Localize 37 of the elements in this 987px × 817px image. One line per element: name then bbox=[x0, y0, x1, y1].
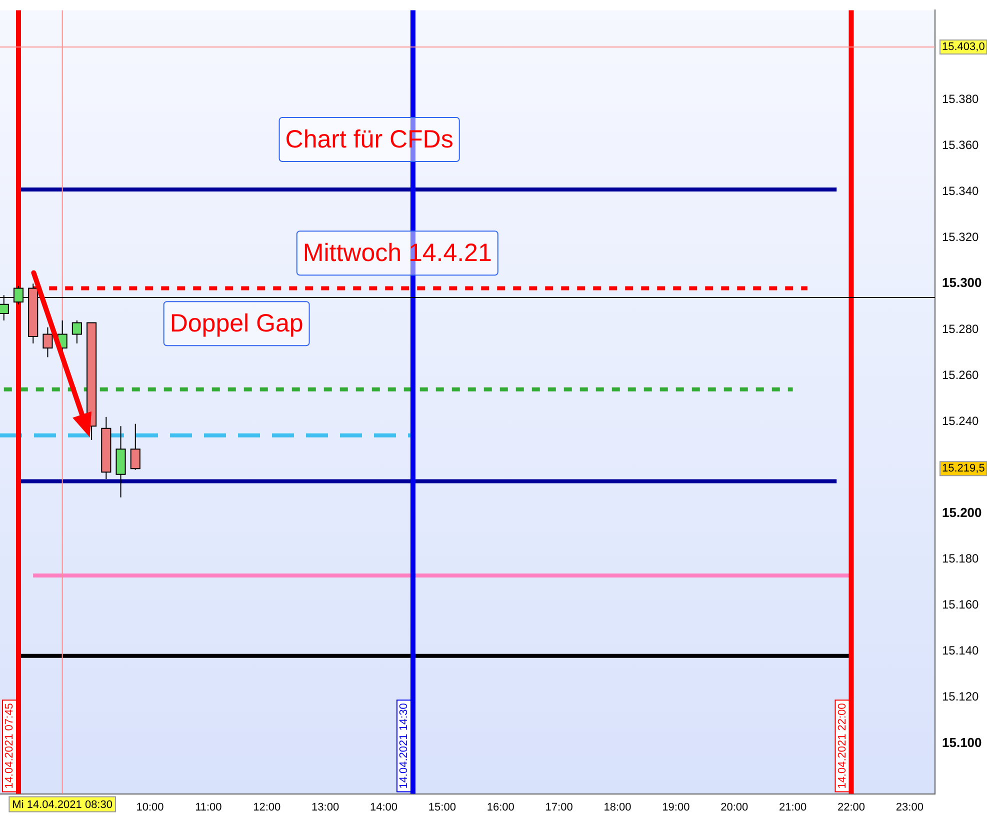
ref-line-label: 15.403,0 bbox=[942, 41, 985, 53]
x-tick-label: 23:00 bbox=[896, 801, 924, 814]
y-tick-label: 15.380 bbox=[942, 92, 980, 106]
ref-line-label: 14.04.2021 07:45 bbox=[4, 703, 16, 789]
ref-line-label: 14.04.2021 22:00 bbox=[836, 703, 848, 789]
x-tick-label: 16:00 bbox=[486, 801, 514, 814]
x-tick-label: 22:00 bbox=[837, 801, 866, 814]
x-tick-label: 13:00 bbox=[312, 801, 340, 814]
ref-line-label: Mi 14.04.2021 08:30 bbox=[12, 798, 112, 811]
x-tick-label: 18:00 bbox=[604, 801, 632, 814]
y-tick-label: 15.100 bbox=[942, 734, 982, 750]
annotation: Chart für CFDs bbox=[285, 125, 454, 154]
x-tick-label: 17:00 bbox=[545, 801, 573, 814]
x-tick-label: 21:00 bbox=[779, 801, 807, 814]
y-tick-label: 15.260 bbox=[942, 368, 980, 382]
x-tick-label: 20:00 bbox=[720, 801, 748, 814]
y-tick-label: 15.300 bbox=[942, 275, 982, 290]
y-tick-label: 15.360 bbox=[942, 138, 980, 152]
y-tick-label: 15.200 bbox=[942, 505, 982, 520]
y-tick-label: 15.140 bbox=[942, 644, 980, 658]
y-tick-label: 15.120 bbox=[942, 690, 980, 704]
x-tick-label: 15:00 bbox=[428, 801, 456, 814]
annotation: Doppel Gap bbox=[170, 310, 304, 338]
y-tick-label: 15.340 bbox=[942, 184, 980, 198]
text: 15.219,5 bbox=[942, 462, 985, 475]
y-tick-label: 15.160 bbox=[942, 598, 980, 612]
annotation: Mittwoch 14.4.21 bbox=[302, 239, 492, 268]
y-tick-label: 15.280 bbox=[942, 322, 980, 336]
y-tick-label: 15.240 bbox=[942, 414, 980, 428]
y-tick-label: 15.320 bbox=[942, 230, 980, 244]
x-tick-label: 14:00 bbox=[370, 801, 398, 814]
x-tick-label: 12:00 bbox=[253, 801, 281, 814]
y-tick-label: 15.180 bbox=[942, 552, 980, 566]
x-tick-label: 19:00 bbox=[662, 801, 690, 814]
x-tick-label: 10:00 bbox=[136, 801, 164, 814]
x-tick-label: 11:00 bbox=[195, 801, 222, 814]
ref-line-label: 14.04.2021 14:30 bbox=[398, 703, 410, 789]
